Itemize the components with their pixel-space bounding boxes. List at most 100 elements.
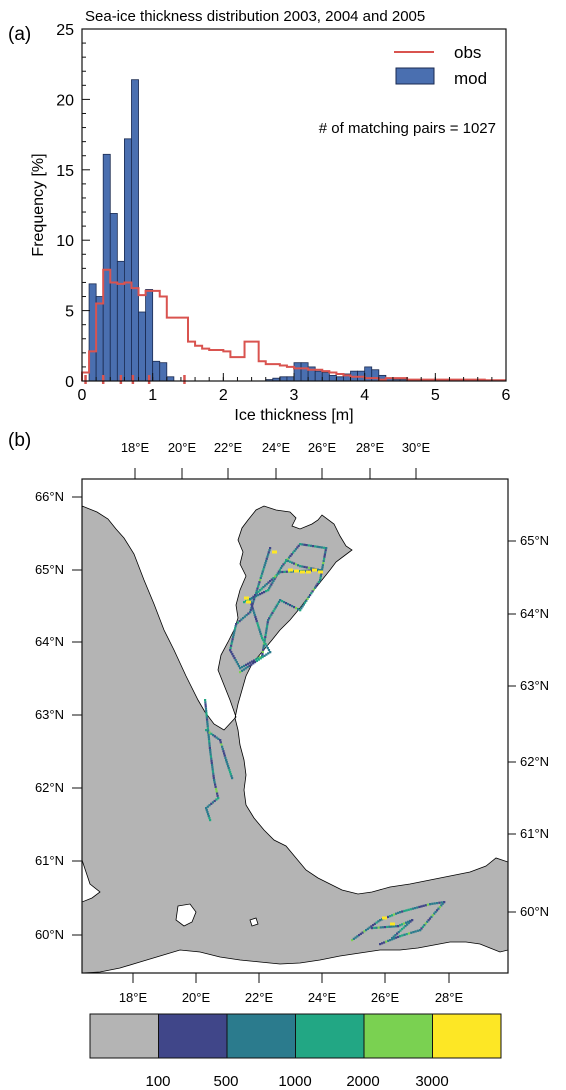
track-cell bbox=[271, 611, 274, 614]
colorbar-label: 500 bbox=[213, 1073, 238, 1090]
track-cell bbox=[397, 931, 400, 934]
mod-bar bbox=[138, 311, 147, 382]
track-cell bbox=[261, 570, 264, 573]
track-cell bbox=[306, 597, 309, 600]
track-cell bbox=[426, 920, 429, 923]
track-cell bbox=[262, 639, 265, 642]
track-cell bbox=[215, 736, 218, 739]
mod-bar bbox=[124, 138, 132, 382]
colorbar-swatch bbox=[363, 1013, 433, 1059]
track-cell bbox=[259, 632, 262, 635]
map bbox=[82, 479, 508, 973]
y-axis-label: Frequency [%] bbox=[30, 153, 47, 256]
small-island bbox=[249, 917, 259, 927]
track-cell-high bbox=[390, 922, 395, 926]
track-cell bbox=[301, 543, 304, 546]
lon-tick-top: 22°E bbox=[214, 440, 243, 455]
track-cell bbox=[223, 754, 226, 757]
track-cell bbox=[235, 661, 238, 664]
track-cell bbox=[274, 606, 277, 609]
track-cell bbox=[307, 566, 311, 569]
x-axis: 0 1 2 3 4 5 6 bbox=[78, 373, 511, 404]
track-cell bbox=[299, 565, 302, 568]
track-cell bbox=[214, 785, 217, 788]
track-cell bbox=[379, 926, 382, 929]
track-cell bbox=[424, 904, 427, 907]
track-cell bbox=[245, 663, 248, 666]
track-cell bbox=[293, 606, 296, 609]
track-cell bbox=[276, 602, 280, 605]
track-cell bbox=[443, 901, 446, 904]
track-cell bbox=[291, 561, 294, 564]
track-cell bbox=[255, 658, 258, 661]
track-cell bbox=[267, 551, 270, 554]
track-cell bbox=[394, 925, 398, 928]
track-cell bbox=[314, 586, 317, 589]
track-cell bbox=[204, 705, 207, 708]
track-cell bbox=[215, 788, 218, 791]
track-cell bbox=[256, 587, 259, 590]
track-cell bbox=[255, 618, 258, 621]
track-cell bbox=[419, 929, 422, 932]
track-cell bbox=[206, 725, 209, 728]
track-cell bbox=[426, 903, 430, 906]
track-cell bbox=[303, 543, 306, 546]
track-cell bbox=[257, 657, 260, 660]
track-cell bbox=[290, 570, 293, 573]
track-cell bbox=[261, 652, 264, 656]
track-cell bbox=[397, 911, 400, 914]
ice-thickness-tracks bbox=[204, 543, 446, 946]
track-cell bbox=[320, 572, 323, 575]
track-cell bbox=[251, 605, 254, 608]
track-cell bbox=[373, 926, 376, 930]
lat-tick-right: 60°N bbox=[520, 904, 549, 919]
track-cell bbox=[291, 605, 294, 608]
x-tick-label: 0 bbox=[78, 387, 87, 404]
track-cell bbox=[424, 922, 427, 925]
track-cell bbox=[265, 645, 268, 648]
track-cell bbox=[269, 547, 272, 550]
track-cell bbox=[213, 735, 216, 738]
track-cell bbox=[249, 599, 252, 602]
track-cell bbox=[307, 595, 310, 599]
lat-tick-left: 61°N bbox=[35, 853, 64, 868]
track-cell bbox=[272, 609, 275, 613]
mod-bar bbox=[116, 260, 125, 382]
track-cell bbox=[209, 819, 212, 822]
track-cell bbox=[205, 718, 209, 721]
track-cell bbox=[273, 608, 276, 611]
track-cell bbox=[305, 566, 308, 569]
lon-tick-top: 20°E bbox=[168, 440, 197, 455]
track-cell bbox=[211, 766, 214, 769]
panel-b-label: (b) bbox=[8, 430, 31, 451]
track-cell bbox=[254, 661, 257, 664]
track-cell bbox=[259, 589, 262, 592]
track-cell bbox=[265, 653, 268, 656]
track-cell bbox=[219, 739, 222, 742]
track-cell bbox=[282, 563, 285, 566]
track-cell bbox=[250, 597, 253, 600]
track-cell bbox=[217, 797, 220, 800]
matching-pairs-annotation: # of matching pairs = 1027 bbox=[319, 120, 496, 137]
track-cell bbox=[207, 738, 211, 741]
track-cell bbox=[285, 570, 288, 573]
track-cell bbox=[251, 660, 254, 663]
mod-bar bbox=[286, 376, 295, 382]
track-cell bbox=[370, 925, 373, 928]
lat-tick-left: 60°N bbox=[35, 927, 64, 942]
track-cell bbox=[269, 651, 272, 654]
track-cell bbox=[222, 750, 225, 753]
track-cell bbox=[302, 603, 305, 606]
track-cell bbox=[297, 608, 300, 611]
track-cell bbox=[294, 548, 298, 551]
track-cell bbox=[441, 902, 444, 905]
track-cell bbox=[225, 761, 228, 764]
track-cell bbox=[253, 611, 256, 614]
colorbar-label: 1000 bbox=[278, 1073, 311, 1090]
track-cell bbox=[234, 627, 237, 630]
track-cell bbox=[252, 662, 255, 665]
track-cell bbox=[319, 579, 322, 582]
track-cell bbox=[252, 600, 255, 603]
track-cell bbox=[295, 607, 298, 610]
track-cell bbox=[279, 571, 282, 574]
